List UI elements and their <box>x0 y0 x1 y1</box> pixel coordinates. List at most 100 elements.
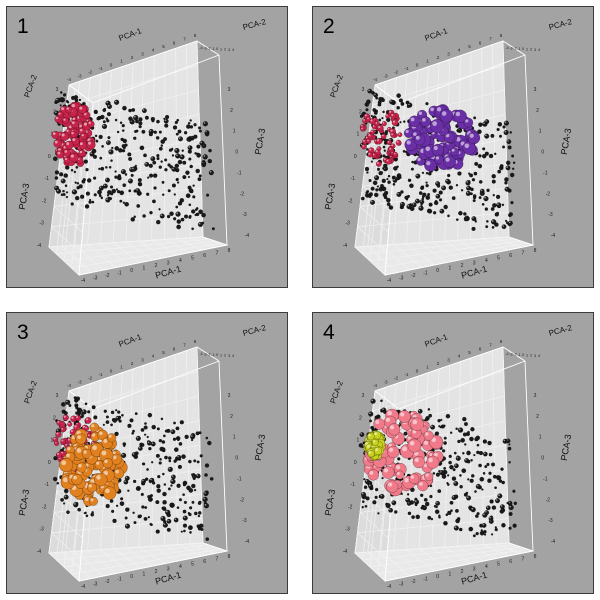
data-point <box>183 214 189 219</box>
data-point <box>159 446 165 452</box>
data-point-highlight <box>145 162 147 165</box>
data-point <box>110 509 115 514</box>
data-point <box>409 183 414 189</box>
data-point-highlight <box>389 138 391 141</box>
data-point <box>491 179 496 184</box>
data-point <box>167 466 173 473</box>
data-point <box>448 454 452 459</box>
data-point <box>502 438 508 444</box>
tick-label: 0 <box>110 62 113 67</box>
data-point <box>205 436 209 440</box>
data-point <box>158 208 161 211</box>
highlight-point <box>67 421 73 427</box>
data-point <box>58 172 64 177</box>
highlight-point <box>413 133 426 146</box>
highlight-point-highlight <box>433 145 438 151</box>
highlight-point-highlight <box>400 412 405 417</box>
tick-label: 2 <box>131 361 134 366</box>
data-point <box>417 408 423 414</box>
data-point <box>499 509 505 514</box>
data-point <box>490 462 496 467</box>
data-point <box>482 471 486 475</box>
data-point-highlight <box>485 511 487 513</box>
data-point-highlight <box>86 442 89 445</box>
data-point-highlight <box>106 198 108 200</box>
data-point <box>455 183 459 187</box>
data-point <box>438 190 443 195</box>
highlight-point-highlight <box>378 125 381 129</box>
highlight-point <box>60 132 70 142</box>
data-point-highlight <box>480 189 483 192</box>
tick-label: 4 <box>179 564 182 570</box>
data-point-highlight <box>64 495 67 498</box>
data-point <box>143 516 148 521</box>
data-point <box>372 180 378 186</box>
data-point <box>182 174 187 180</box>
highlight-point-highlight <box>88 121 91 125</box>
data-point-highlight <box>72 190 75 192</box>
data-point <box>497 205 500 209</box>
data-point <box>138 117 143 122</box>
data-point <box>176 118 180 122</box>
highlight-point-highlight <box>71 121 75 125</box>
tick-label: 8 <box>194 339 197 344</box>
data-point <box>381 116 384 120</box>
data-point-highlight <box>371 399 374 402</box>
highlight-point-highlight <box>412 429 417 434</box>
data-point <box>387 180 391 185</box>
data-point-highlight <box>374 176 377 178</box>
data-point <box>197 501 202 506</box>
highlight-point-highlight <box>364 114 367 117</box>
tick-label: -3 <box>345 221 350 227</box>
data-point <box>153 186 157 190</box>
data-point-highlight <box>483 452 486 455</box>
box-edge <box>374 40 504 86</box>
data-point <box>187 145 193 151</box>
data-point <box>490 533 494 536</box>
highlight-point-highlight <box>90 479 95 484</box>
tick-label: -4 <box>373 77 378 82</box>
data-point <box>455 455 461 461</box>
data-point-highlight <box>174 518 177 521</box>
data-point <box>170 478 176 485</box>
data-point <box>432 211 437 215</box>
tick-label: 0 <box>541 456 544 462</box>
tick-label: 3 <box>56 87 59 93</box>
tick-label: -2 <box>42 198 47 204</box>
data-point <box>135 435 141 442</box>
highlight-point-highlight <box>83 450 87 454</box>
data-point <box>492 474 497 479</box>
highlight-point <box>397 132 403 138</box>
data-point <box>406 493 410 496</box>
data-point <box>473 116 477 120</box>
data-point <box>148 173 154 178</box>
data-point <box>146 440 152 446</box>
data-point <box>173 421 177 425</box>
data-point-highlight <box>114 100 117 103</box>
data-point <box>93 415 98 420</box>
tick-label: 2 <box>53 415 56 421</box>
highlight-point-highlight <box>390 129 393 132</box>
data-point <box>494 222 499 227</box>
highlight-point-highlight <box>425 146 431 152</box>
tick-label: -4 <box>37 549 42 555</box>
data-point-highlight <box>476 484 479 487</box>
data-point <box>204 131 210 137</box>
data-point <box>91 200 95 204</box>
tick-label: -4 <box>343 243 348 249</box>
data-point-highlight <box>82 410 85 412</box>
data-point <box>70 202 74 206</box>
tick-label: 0 <box>522 353 524 357</box>
data-point <box>155 453 160 458</box>
highlight-point-highlight <box>423 463 428 468</box>
highlight-point <box>58 458 74 473</box>
data-point-highlight <box>103 184 106 187</box>
data-point-highlight <box>125 476 128 479</box>
data-point <box>73 95 79 100</box>
data-point <box>188 459 192 464</box>
data-point <box>377 512 380 515</box>
highlight-point <box>55 451 63 458</box>
data-point-highlight <box>416 174 418 177</box>
data-point <box>62 93 67 97</box>
data-point <box>399 201 406 207</box>
